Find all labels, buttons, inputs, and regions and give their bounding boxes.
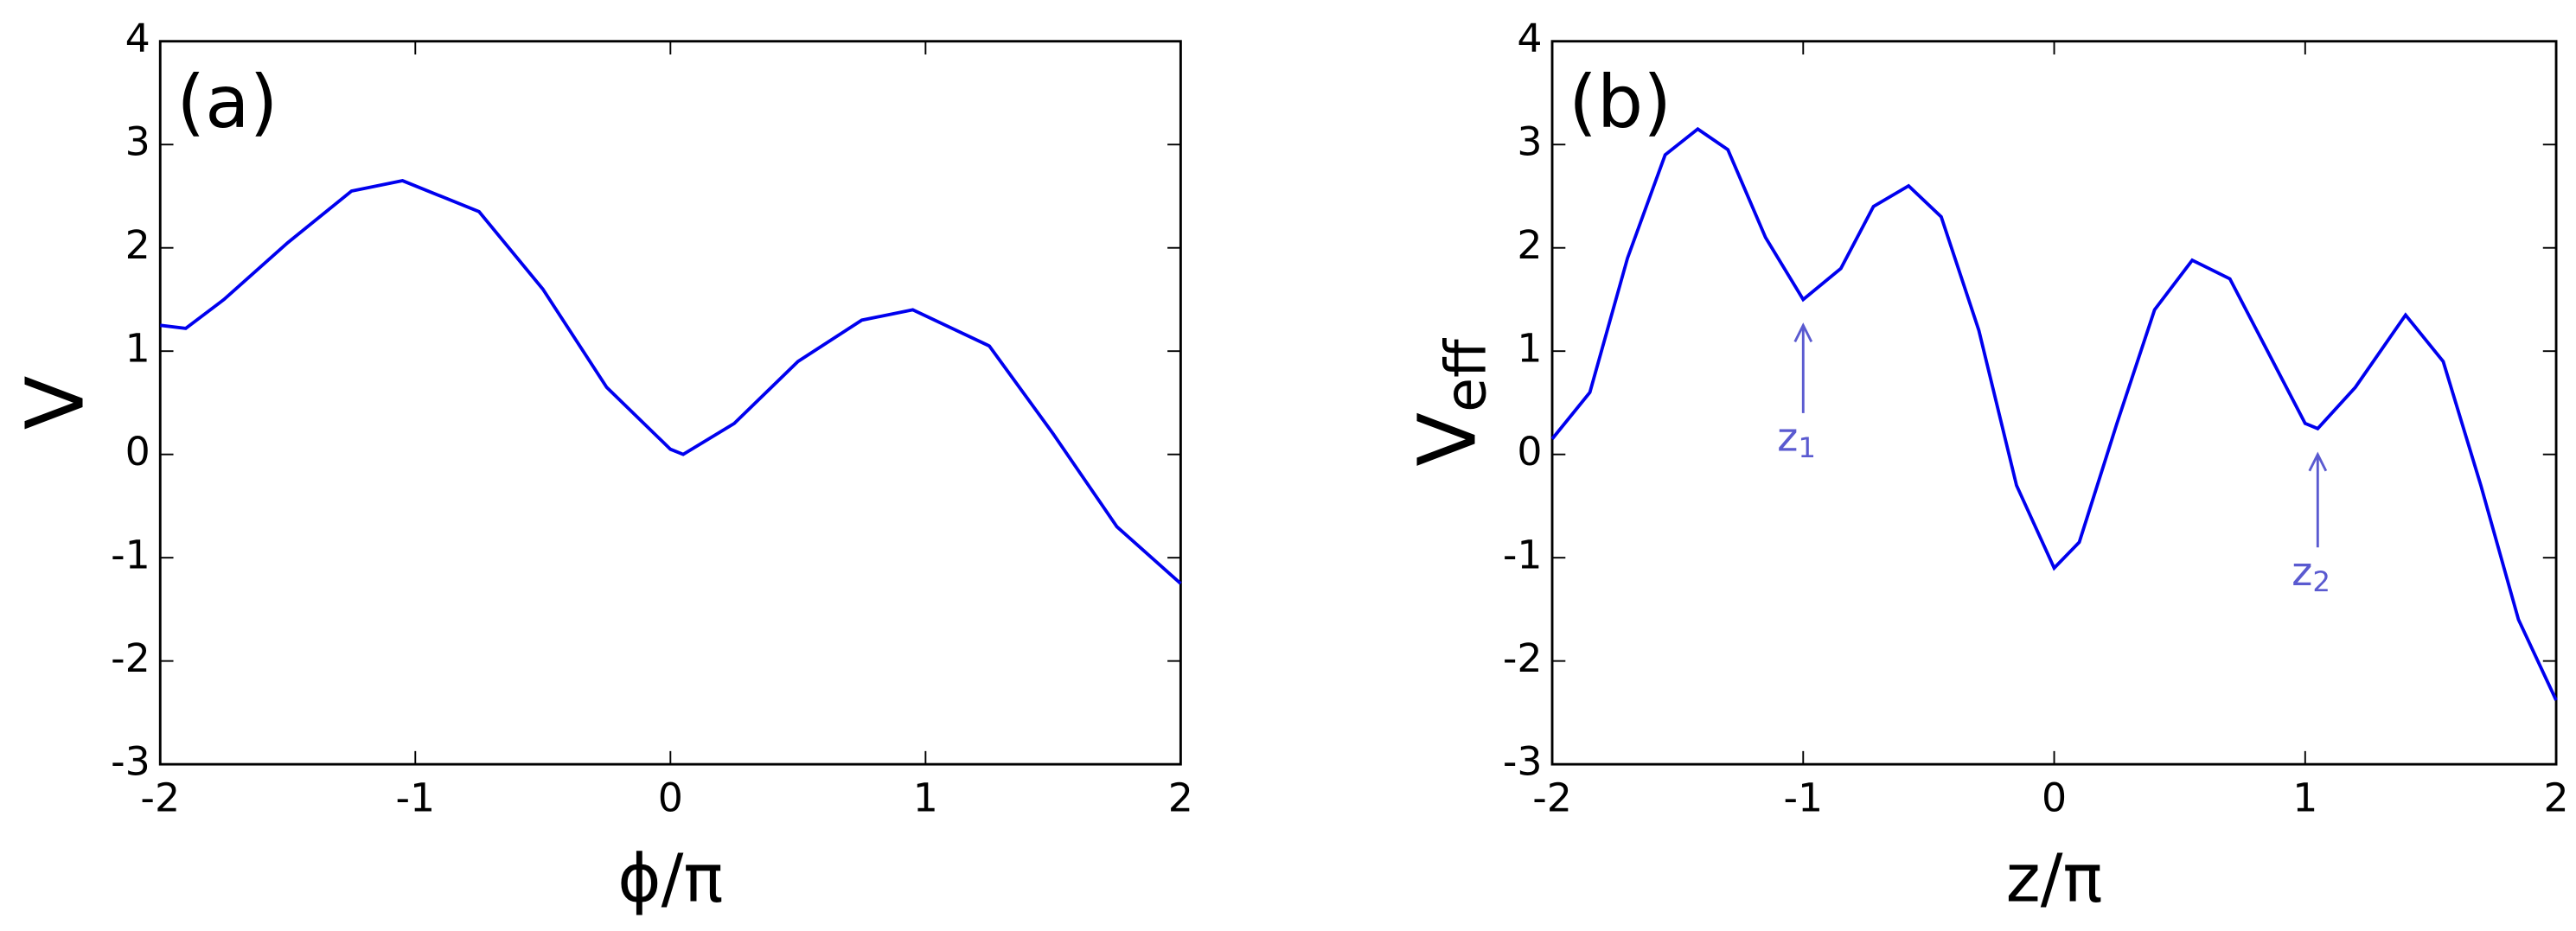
- y-axis-label-main: V: [1401, 412, 1493, 467]
- y-tick-label: 4: [1517, 15, 1542, 61]
- panel-label: (a): [176, 60, 278, 144]
- y-tick-label: -3: [111, 738, 150, 785]
- y-tick-label: -1: [111, 532, 150, 578]
- y-axis-label: V: [10, 376, 102, 430]
- annotation-label: z1: [1777, 413, 1816, 464]
- y-tick-label: 1: [125, 325, 150, 372]
- plot-frame: [158, 40, 1182, 766]
- x-tick-label: 2: [1168, 775, 1193, 821]
- x-tick-label: 2: [2543, 775, 2568, 821]
- x-tick-label: 1: [2292, 775, 2317, 821]
- x-tick-label: -1: [1783, 775, 1823, 821]
- x-tick-label: 1: [913, 775, 938, 821]
- y-tick-label: -1: [1503, 532, 1543, 578]
- y-axis-label-sub: eff: [1434, 338, 1499, 412]
- y-tick-label: -3: [1503, 738, 1543, 785]
- arrow-head: [1793, 322, 1813, 343]
- y-tick-label: 0: [1517, 428, 1542, 475]
- x-tick-label: 0: [2042, 775, 2067, 821]
- y-tick-label: 3: [125, 118, 150, 165]
- plot-frame: [1550, 40, 2558, 766]
- y-tick-label: -2: [111, 634, 150, 681]
- annotation-sub: 2: [2312, 565, 2330, 598]
- y-tick-label: -2: [1503, 634, 1543, 681]
- data-line: [160, 179, 1182, 585]
- x-tick-label: 0: [658, 775, 683, 821]
- y-tick-label: 4: [125, 15, 150, 61]
- panel-label: (b): [1569, 60, 1672, 144]
- annotation-main: z: [2292, 547, 2312, 594]
- annotation-label: z2: [2292, 547, 2330, 598]
- y-tick-label: 2: [125, 221, 150, 268]
- y-tick-label: 3: [1517, 118, 1542, 165]
- x-tick-label: -1: [395, 775, 435, 821]
- x-tick-label: -2: [140, 775, 180, 821]
- y-tick-label: 0: [125, 428, 150, 475]
- annotation-sub: 1: [1798, 431, 1816, 464]
- x-axis-label: ϕ/π: [617, 841, 723, 918]
- x-tick-label: -2: [1532, 775, 1572, 821]
- y-tick-label: 1: [1517, 325, 1542, 372]
- x-axis-label: z/π: [2006, 841, 2103, 918]
- data-line: [1550, 126, 2558, 701]
- y-axis-label: Veff: [1401, 338, 1499, 467]
- y-axis-label-main: V: [10, 376, 102, 430]
- y-tick-label: 2: [1517, 221, 1542, 268]
- annotation-main: z: [1777, 413, 1798, 460]
- arrow-head: [2308, 451, 2328, 472]
